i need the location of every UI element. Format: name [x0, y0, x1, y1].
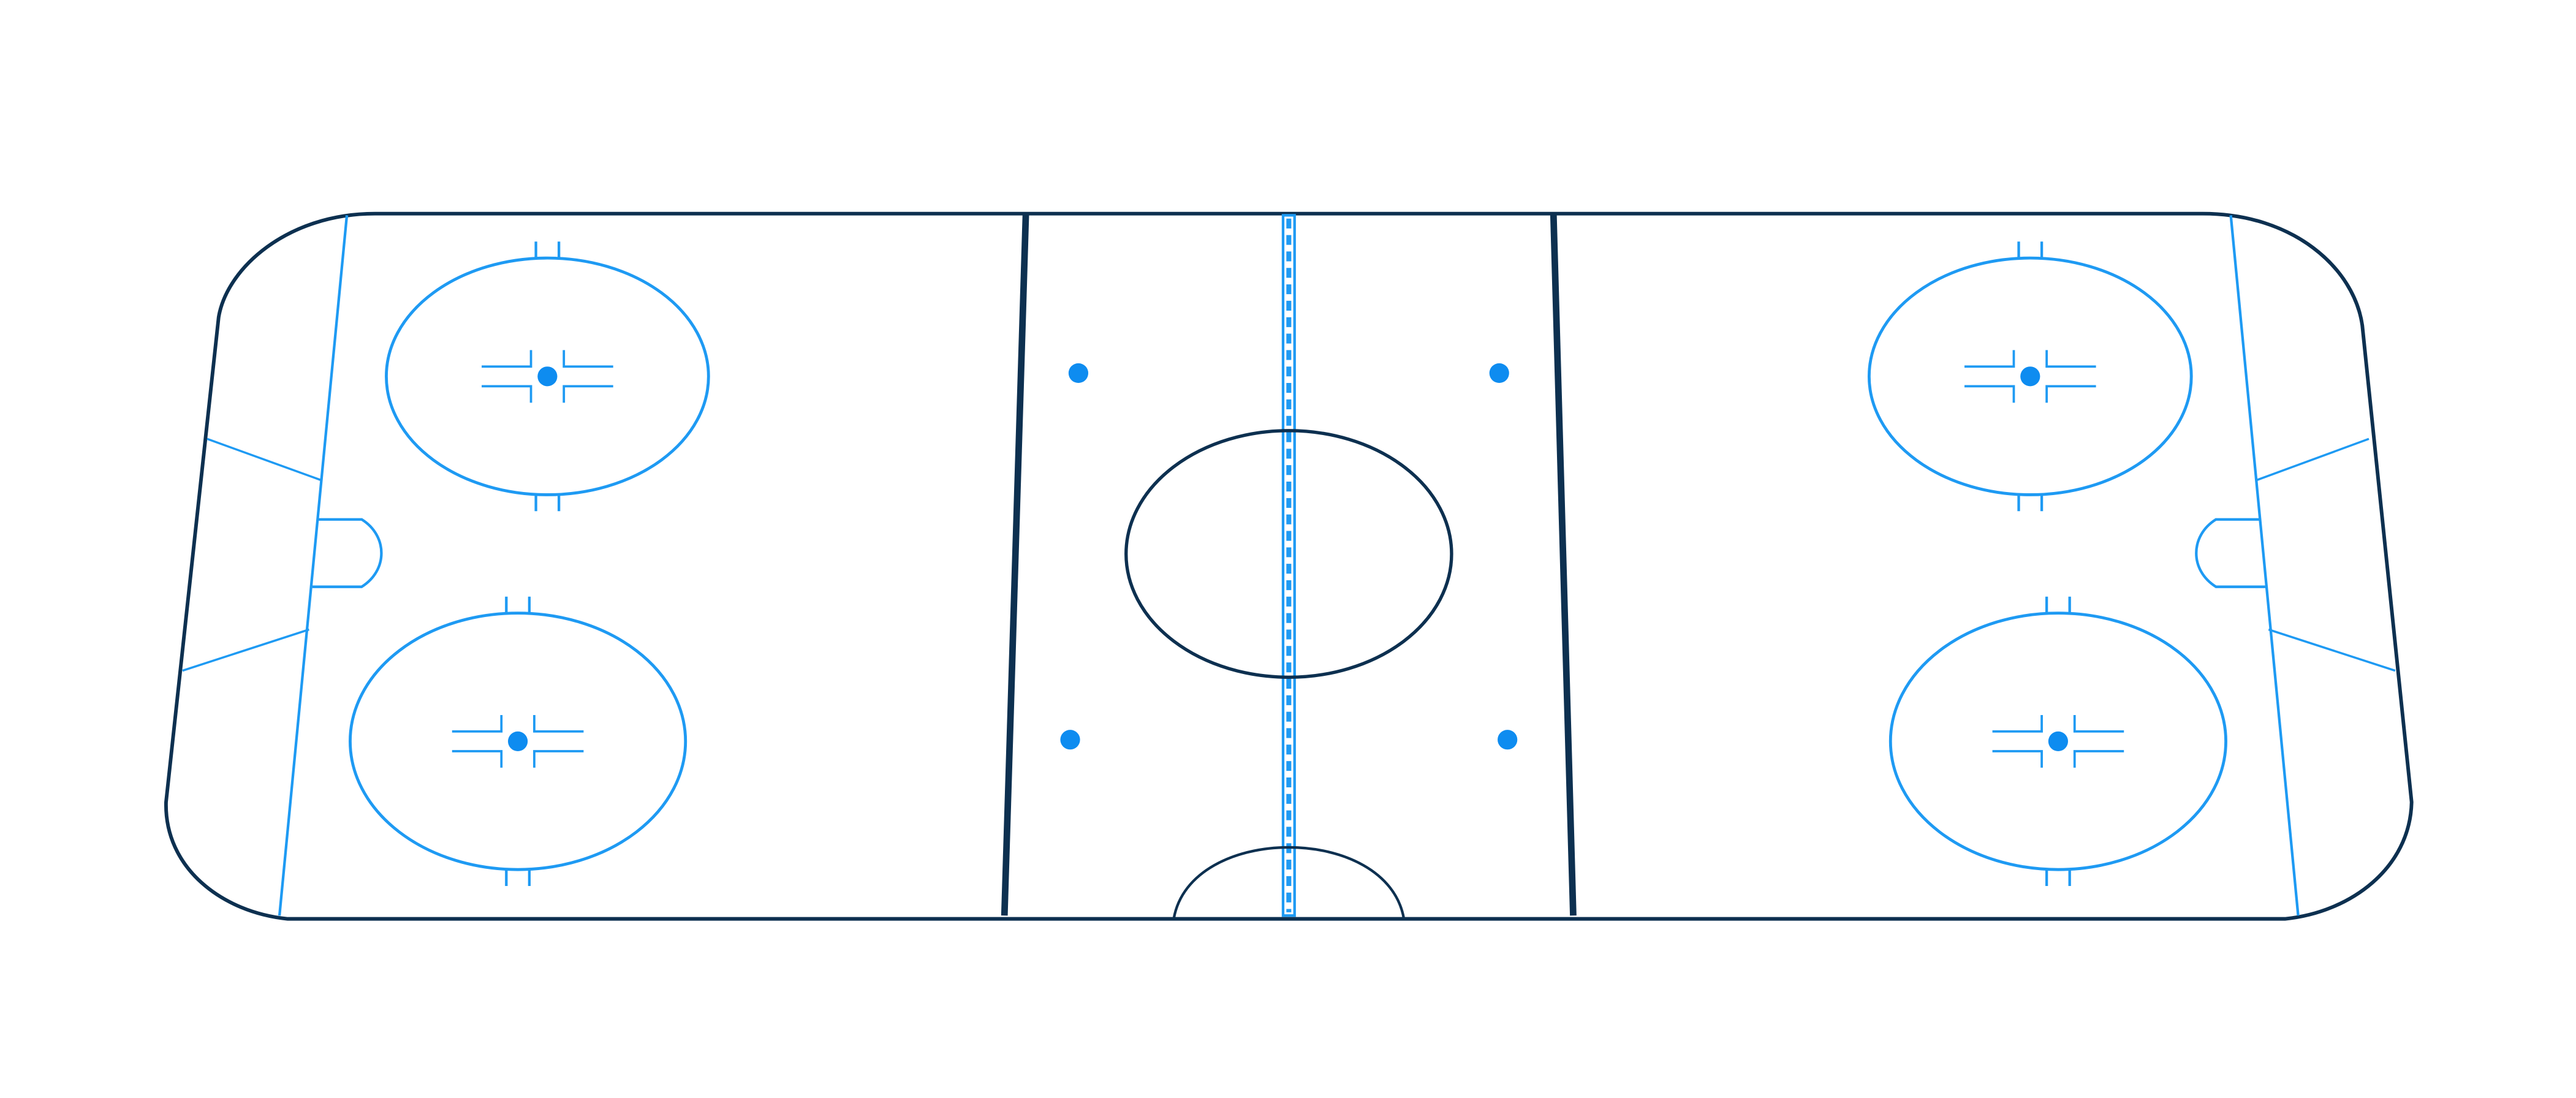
right-trapezoid-lower: [2268, 629, 2395, 670]
left-blue-line: [1004, 215, 1026, 915]
right-lower-faceoff-circle: [1890, 597, 2226, 886]
left-lower-faceoff-circle: [350, 597, 685, 886]
neutral-faceoff-dot: [1060, 730, 1080, 749]
right-trapezoid-upper: [2257, 439, 2369, 480]
left-upper-faceoff-circle: [386, 241, 708, 511]
center-line: [1283, 215, 1295, 915]
left-trapezoid-lower: [183, 629, 309, 670]
left-goal-crease: [313, 520, 382, 587]
left-goal-line: [279, 215, 347, 915]
right-upper-faceoff-circle: [1869, 241, 2191, 511]
neutral-faceoff-dot: [1490, 363, 1509, 383]
right-goal-crease: [2196, 520, 2265, 587]
right-blue-line: [1553, 215, 1573, 915]
right-goal-line: [2231, 215, 2298, 915]
neutral-faceoff-dot: [1069, 363, 1088, 383]
left-trapezoid-upper: [207, 439, 320, 480]
neutral-faceoff-dot: [1498, 730, 1517, 749]
